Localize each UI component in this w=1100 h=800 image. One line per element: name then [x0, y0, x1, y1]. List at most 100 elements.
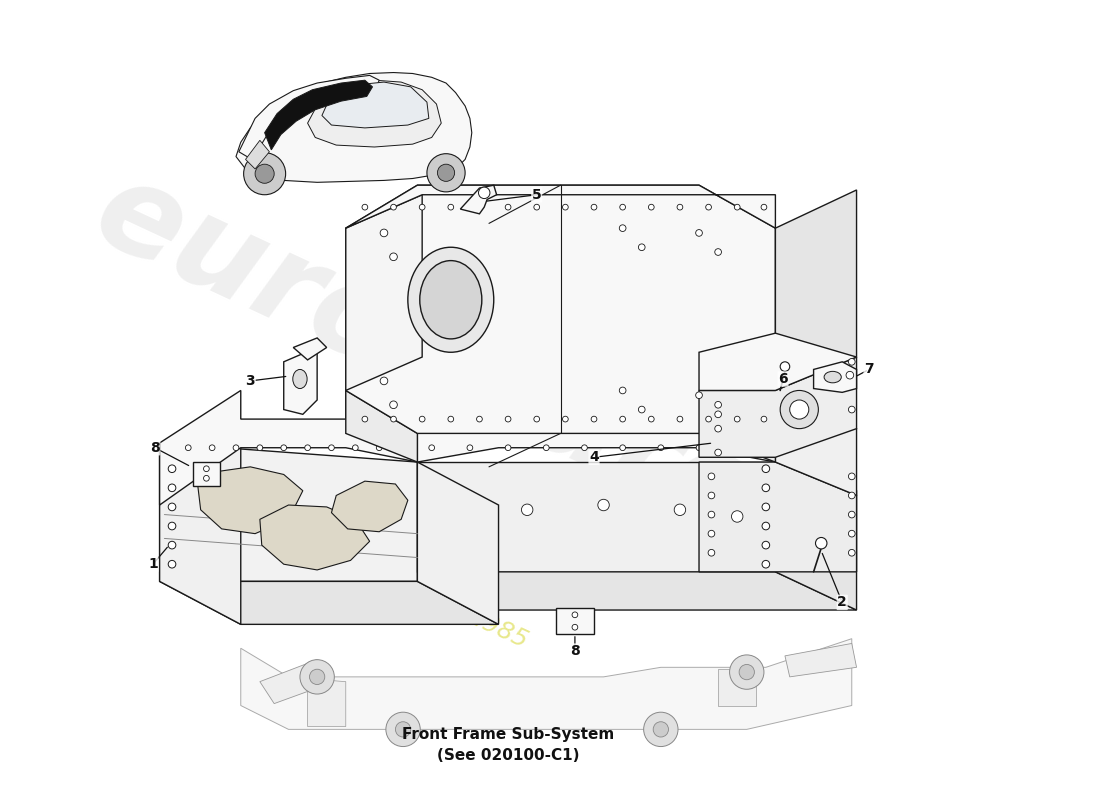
- Circle shape: [653, 722, 669, 737]
- Circle shape: [678, 204, 683, 210]
- Ellipse shape: [293, 370, 307, 389]
- Circle shape: [427, 154, 465, 192]
- Polygon shape: [265, 80, 373, 150]
- Circle shape: [638, 406, 645, 413]
- Ellipse shape: [420, 261, 482, 339]
- Circle shape: [715, 249, 722, 255]
- Circle shape: [376, 445, 382, 450]
- Circle shape: [419, 416, 425, 422]
- Circle shape: [478, 187, 490, 198]
- Polygon shape: [776, 434, 857, 610]
- Text: 8: 8: [150, 441, 160, 454]
- Circle shape: [619, 387, 626, 394]
- Circle shape: [780, 362, 790, 371]
- Circle shape: [468, 445, 473, 450]
- Text: 2: 2: [837, 595, 847, 610]
- Circle shape: [448, 204, 453, 210]
- Circle shape: [848, 358, 855, 365]
- Polygon shape: [698, 390, 776, 462]
- Circle shape: [708, 473, 715, 480]
- Circle shape: [591, 416, 597, 422]
- Circle shape: [848, 511, 855, 518]
- Polygon shape: [294, 338, 327, 360]
- Circle shape: [591, 204, 597, 210]
- Polygon shape: [192, 462, 220, 486]
- Circle shape: [204, 466, 209, 472]
- Circle shape: [476, 204, 482, 210]
- Circle shape: [619, 416, 626, 422]
- Circle shape: [209, 445, 214, 450]
- Circle shape: [695, 392, 703, 398]
- Circle shape: [848, 473, 855, 480]
- Circle shape: [389, 253, 397, 261]
- Circle shape: [735, 204, 740, 210]
- Polygon shape: [322, 82, 429, 128]
- Circle shape: [638, 244, 645, 250]
- Circle shape: [848, 530, 855, 537]
- Circle shape: [168, 484, 176, 492]
- Circle shape: [390, 204, 396, 210]
- Circle shape: [448, 416, 453, 422]
- Polygon shape: [160, 419, 241, 624]
- Text: Front Frame Sub-System: Front Frame Sub-System: [402, 726, 614, 742]
- Polygon shape: [417, 462, 498, 624]
- Polygon shape: [776, 190, 857, 390]
- Text: 1: 1: [148, 558, 157, 571]
- Circle shape: [762, 465, 770, 473]
- Polygon shape: [814, 362, 857, 392]
- Text: 3: 3: [245, 374, 255, 388]
- Circle shape: [543, 445, 549, 450]
- Circle shape: [381, 229, 388, 237]
- Circle shape: [386, 712, 420, 746]
- Circle shape: [678, 416, 683, 422]
- Polygon shape: [239, 75, 380, 162]
- Circle shape: [597, 499, 609, 510]
- Circle shape: [762, 484, 770, 492]
- Circle shape: [429, 445, 434, 450]
- Circle shape: [761, 416, 767, 422]
- Polygon shape: [260, 505, 370, 570]
- Circle shape: [848, 492, 855, 499]
- Circle shape: [362, 204, 367, 210]
- Circle shape: [305, 445, 310, 450]
- Text: a passion for parts since 1985: a passion for parts since 1985: [179, 472, 531, 653]
- Polygon shape: [308, 80, 441, 147]
- Text: (See 020100-C1): (See 020100-C1): [437, 748, 580, 762]
- Circle shape: [572, 624, 578, 630]
- Polygon shape: [776, 390, 857, 495]
- Circle shape: [309, 670, 324, 685]
- Polygon shape: [417, 572, 857, 610]
- Polygon shape: [556, 608, 594, 634]
- Circle shape: [329, 445, 334, 450]
- Circle shape: [715, 449, 722, 456]
- Circle shape: [419, 204, 425, 210]
- Polygon shape: [345, 185, 776, 434]
- Circle shape: [168, 503, 176, 510]
- Polygon shape: [417, 390, 776, 462]
- Circle shape: [708, 550, 715, 556]
- Circle shape: [521, 504, 532, 515]
- Circle shape: [619, 445, 626, 450]
- Circle shape: [846, 371, 854, 379]
- Circle shape: [534, 204, 540, 210]
- Circle shape: [381, 377, 388, 385]
- Circle shape: [619, 204, 626, 210]
- Circle shape: [848, 550, 855, 556]
- Circle shape: [815, 538, 827, 549]
- Circle shape: [708, 511, 715, 518]
- Circle shape: [186, 445, 191, 450]
- Polygon shape: [198, 467, 302, 534]
- Circle shape: [644, 712, 678, 746]
- Circle shape: [400, 445, 406, 450]
- Circle shape: [674, 504, 685, 515]
- Polygon shape: [245, 140, 270, 169]
- Circle shape: [505, 416, 510, 422]
- Polygon shape: [160, 390, 417, 505]
- Circle shape: [255, 164, 274, 183]
- Circle shape: [562, 416, 569, 422]
- Circle shape: [706, 416, 712, 422]
- Circle shape: [257, 445, 263, 450]
- Circle shape: [390, 416, 396, 422]
- Circle shape: [572, 612, 578, 618]
- Circle shape: [168, 560, 176, 568]
